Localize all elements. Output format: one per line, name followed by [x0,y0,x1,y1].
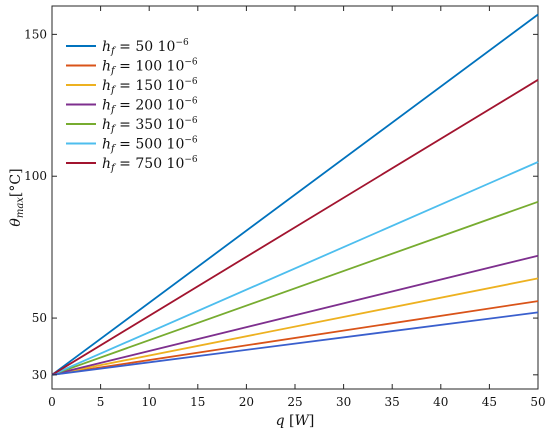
series-line-3 [51,254,539,376]
x-axis-ticks: 0 5 10 15 20 25 30 35 40 45 50 [48,6,546,409]
legend-entry-4: hf = 350 10−6 [66,116,198,135]
series-line-6 [51,79,539,376]
legend-entry-2: hf = 150 10−6 [66,77,198,96]
x-tick-label-10: 50 [530,395,545,409]
legend-entry-5: hf = 500 10−6 [66,136,198,155]
y-tick-label-1: 50 [32,311,47,325]
legend-label: hf = 200 10−6 [102,97,198,116]
series-line-2 [51,277,539,376]
y-tick-label-3: 150 [24,27,47,41]
x-tick-label-7: 35 [385,395,400,409]
legend-entry-6: hf = 750 10−6 [66,155,198,174]
series-line-4 [51,200,539,376]
x-tick-label-2: 10 [142,395,157,409]
y-axis-label: θmax[°C] [8,168,26,226]
legend-label: hf = 500 10−6 [102,136,198,155]
legend-label: hf = 50 10−6 [102,38,189,57]
x-tick-label-4: 20 [239,395,254,409]
series-line-0 [51,13,539,376]
legend-label: hf = 750 10−6 [102,155,198,174]
legend-entry-3: hf = 200 10−6 [66,97,198,116]
y-tick-label-0: 30 [32,368,47,382]
series-line-7 [51,311,539,376]
y-axis-ticks: 30 50 100 150 [24,27,538,382]
x-tick-label-0: 0 [48,395,56,409]
series-layer [51,13,539,376]
legend: hf = 50 10−6hf = 100 10−6hf = 150 10−6hf… [66,38,198,174]
x-tick-label-1: 5 [97,395,105,409]
series-line-5 [51,161,539,376]
legend-entry-1: hf = 100 10−6 [66,58,198,77]
x-tick-label-3: 15 [190,395,205,409]
legend-label: hf = 350 10−6 [102,116,198,135]
series-line-1 [51,300,539,376]
x-tick-label-6: 30 [336,395,351,409]
y-tick-label-2: 100 [24,169,47,183]
x-tick-label-5: 25 [287,395,302,409]
legend-label: hf = 150 10−6 [102,77,198,96]
legend-label: hf = 100 10−6 [102,58,198,77]
x-tick-label-8: 40 [433,395,448,409]
legend-entry-0: hf = 50 10−6 [66,38,189,57]
x-axis-label: q [W] [276,413,315,429]
x-tick-label-9: 45 [482,395,497,409]
